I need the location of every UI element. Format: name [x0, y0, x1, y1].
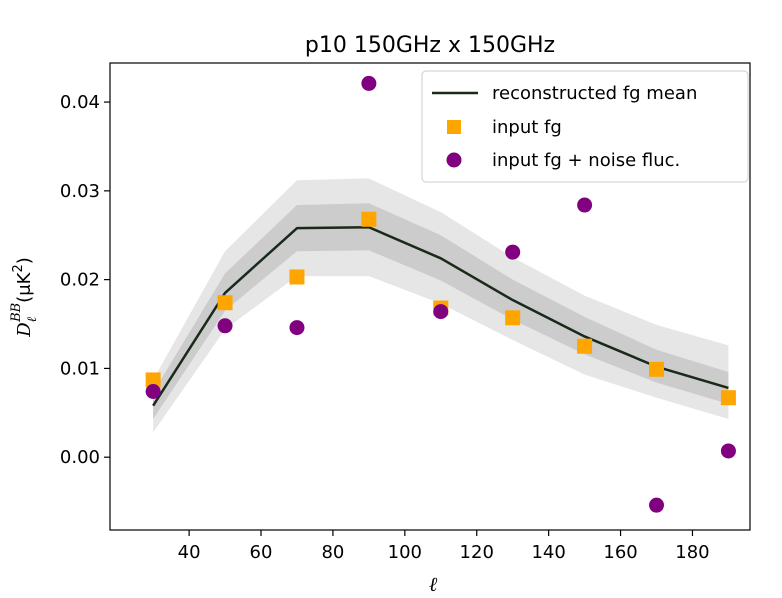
y-label-main: D	[14, 322, 35, 338]
input-fg-marker	[361, 211, 377, 227]
y-label-unit-sup: 2	[11, 264, 26, 272]
noise-fluc-marker	[289, 320, 305, 336]
x-axis-label: ℓ	[429, 572, 438, 596]
band-inner	[153, 203, 729, 420]
x-tick-label: 100	[388, 542, 422, 563]
y-tick-label: 0.00	[60, 447, 100, 468]
x-tick-label: 60	[250, 542, 273, 563]
legend: reconstructed fg mean input fg input fg …	[421, 70, 749, 183]
y-label-unit: (μK	[14, 271, 35, 302]
x-tick-label: 140	[531, 542, 565, 563]
input-fg-marker	[217, 295, 233, 311]
x-tick-label: 180	[675, 542, 709, 563]
y-tick-label: 0.01	[60, 358, 100, 379]
noise-fluc-marker	[505, 244, 521, 260]
chart-title: p10 150GHz x 150GHz	[305, 33, 555, 58]
noise-fluc-marker	[720, 443, 736, 459]
svg-text:DℓBB(μK2): DℓBB(μK2)	[9, 257, 40, 338]
legend-label-input: input fg	[492, 117, 562, 138]
y-label-sup: BB	[9, 303, 24, 323]
y-label-sub: ℓ	[25, 316, 40, 322]
x-tick-label: 40	[178, 542, 201, 563]
mean-line-layer	[152, 225, 729, 407]
noise-fluc-marker	[649, 497, 665, 513]
confidence-bands	[153, 178, 729, 433]
plot-frame	[109, 62, 751, 531]
y-tick-label: 0.04	[60, 92, 100, 113]
y-label-close: )	[14, 257, 35, 264]
x-tick-label: 160	[603, 542, 637, 563]
y-tick-label: 0.02	[60, 270, 100, 291]
noise-fluc-marker	[361, 75, 377, 91]
input-fg-marker	[577, 338, 593, 354]
input-fg-marker	[649, 361, 665, 377]
legend-label-mean: reconstructed fg mean	[492, 83, 697, 104]
legend-circle-swatch	[446, 152, 462, 168]
legend-label-noise: input fg + noise fluc.	[492, 150, 680, 171]
y-axis-label: DℓBB(μK2)	[9, 257, 40, 338]
legend-box	[421, 70, 749, 183]
mean-line	[152, 225, 729, 407]
input-fg-marker	[145, 372, 161, 388]
noise-fluc-marker	[433, 304, 449, 320]
legend-square-swatch	[447, 120, 461, 134]
input-fg-marker	[505, 310, 521, 326]
marker-layer	[145, 75, 736, 513]
x-axis-ticks: 40 60 80 100 120 140 160 180	[178, 530, 710, 563]
noise-fluc-marker	[577, 197, 593, 213]
x-tick-label: 80	[321, 542, 344, 563]
noise-fluc-marker	[145, 383, 161, 399]
input-fg-marker	[720, 390, 736, 406]
input-fg-marker	[289, 269, 305, 285]
noise-fluc-marker	[217, 318, 233, 334]
y-tick-label: 0.03	[60, 181, 100, 202]
y-axis-ticks: 0.00 0.01 0.02 0.03 0.04	[60, 92, 110, 468]
x-tick-label: 120	[460, 542, 494, 563]
